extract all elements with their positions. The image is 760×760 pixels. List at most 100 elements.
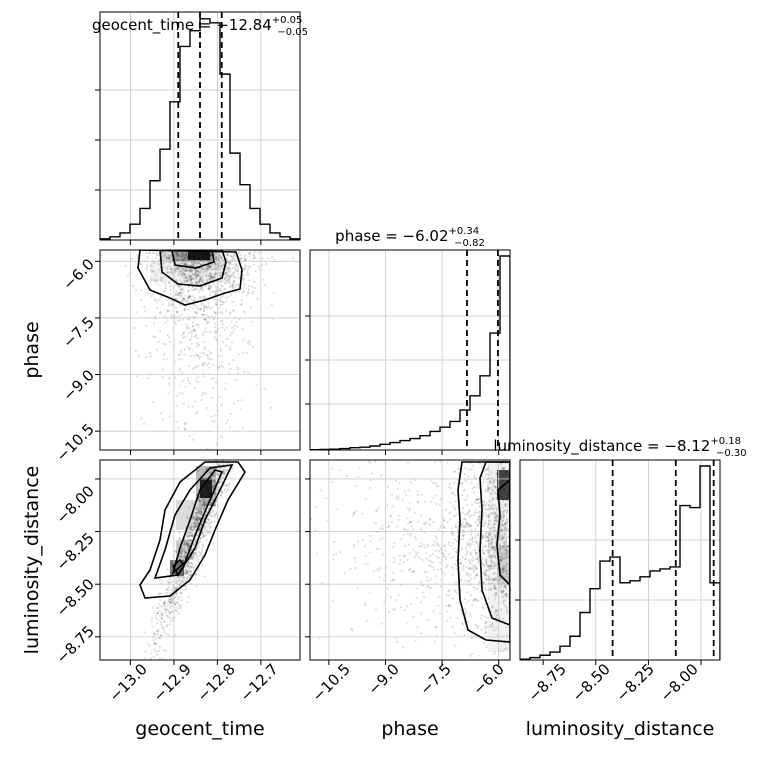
sample-point <box>214 258 217 262</box>
sample-point <box>211 264 214 268</box>
sample-point <box>493 516 496 519</box>
sample-point <box>162 602 165 605</box>
sample-point <box>186 534 189 537</box>
sample-point <box>455 591 458 594</box>
sample-point <box>158 598 161 602</box>
sample-point <box>183 428 186 431</box>
sample-point <box>199 502 202 506</box>
sample-point <box>206 254 209 257</box>
sample-point <box>208 265 211 268</box>
sample-point <box>378 547 381 550</box>
sample-point <box>154 336 157 339</box>
sample-point <box>462 529 465 532</box>
sample-point <box>502 499 505 502</box>
sample-point <box>219 480 222 483</box>
sample-point <box>176 254 179 257</box>
sample-point <box>184 276 187 279</box>
sample-point <box>486 514 489 517</box>
sample-point <box>164 609 167 612</box>
sample-point <box>471 536 474 539</box>
sample-point <box>492 526 496 529</box>
sample-point <box>261 264 264 267</box>
sample-point <box>211 509 214 512</box>
sample-point <box>492 507 495 510</box>
sample-point <box>181 392 184 395</box>
sample-point <box>194 387 197 390</box>
sample-point <box>237 283 240 286</box>
sample-point <box>434 544 437 547</box>
sample-point <box>191 517 194 521</box>
sample-point <box>501 590 505 594</box>
sample-point <box>408 501 411 504</box>
sample-point <box>186 377 189 380</box>
sample-point <box>174 267 177 270</box>
sample-point <box>210 275 213 278</box>
sample-point <box>181 581 184 584</box>
sample-point <box>176 293 179 296</box>
sample-point <box>482 503 485 506</box>
sample-point <box>484 622 487 625</box>
sample-point <box>500 529 503 532</box>
sample-point <box>218 486 221 489</box>
sample-point <box>161 250 164 254</box>
sample-point <box>227 295 230 298</box>
sample-point <box>203 262 206 265</box>
sample-point <box>200 507 203 510</box>
sample-point <box>420 493 423 496</box>
sample-point <box>468 567 471 570</box>
sample-point <box>206 264 209 267</box>
sample-point <box>393 607 396 610</box>
contour-21-middle <box>479 461 510 626</box>
sample-point <box>197 254 200 257</box>
sample-point <box>197 257 200 260</box>
sample-point <box>200 307 203 310</box>
sample-point <box>175 251 179 254</box>
sample-point <box>176 285 179 288</box>
sample-point <box>193 268 196 271</box>
sample-point <box>502 546 505 549</box>
sample-point <box>498 496 502 499</box>
sample-point <box>196 273 199 276</box>
sample-point <box>187 534 190 537</box>
sample-point <box>386 504 389 507</box>
sample-point <box>469 614 472 617</box>
sample-point <box>449 557 453 560</box>
sample-point <box>196 252 199 255</box>
sample-point <box>225 277 228 280</box>
sample-point <box>165 266 168 269</box>
sample-point <box>212 485 215 488</box>
sample-point <box>205 354 208 357</box>
sample-point <box>423 596 426 599</box>
sample-point <box>434 625 437 628</box>
sample-point <box>495 578 498 582</box>
sample-point <box>448 541 451 544</box>
sample-point <box>204 327 207 330</box>
sample-point <box>501 571 504 574</box>
sample-point <box>179 349 183 352</box>
sample-point <box>200 270 203 273</box>
sample-point <box>335 508 338 511</box>
sample-point <box>480 549 483 552</box>
sample-point <box>486 575 489 578</box>
sample-point <box>493 577 496 581</box>
sample-point <box>163 608 166 611</box>
sample-point <box>166 310 169 313</box>
sample-point <box>265 263 268 266</box>
sample-point <box>221 285 224 288</box>
sample-point <box>202 258 205 261</box>
sample-point <box>485 488 488 491</box>
sample-point <box>354 567 357 570</box>
sample-point <box>175 306 178 309</box>
sample-point <box>200 267 203 270</box>
sample-point <box>162 358 165 361</box>
sample-point <box>198 500 201 503</box>
sample-point <box>209 253 212 257</box>
sample-point <box>200 512 203 515</box>
sample-point <box>232 359 235 362</box>
sample-point <box>152 270 155 273</box>
sample-point <box>189 268 192 271</box>
sample-point <box>208 529 211 532</box>
sample-point <box>145 268 148 271</box>
sample-point <box>498 489 502 492</box>
sample-point <box>199 278 202 282</box>
